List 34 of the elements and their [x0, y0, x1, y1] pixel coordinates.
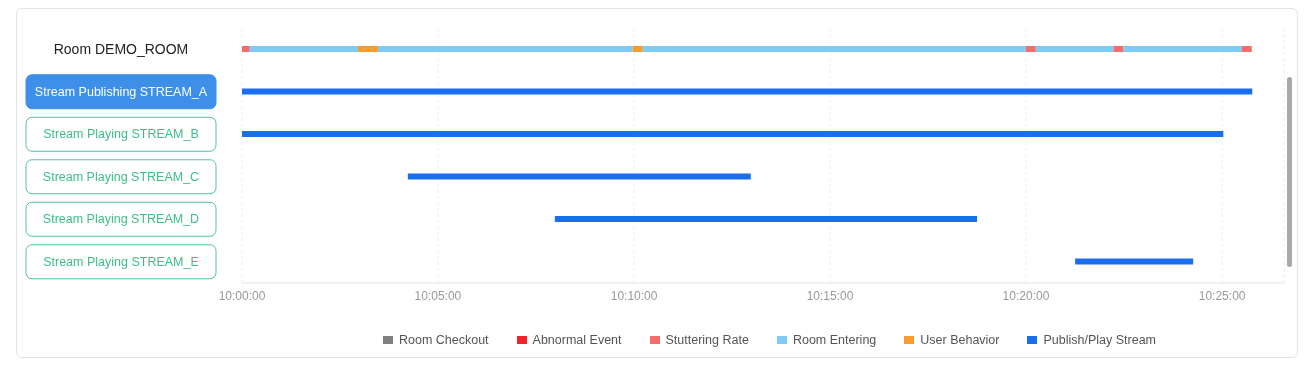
bar: [242, 88, 1253, 95]
bar: [1075, 258, 1194, 265]
y-tick-label: Stream Playing STREAM_E: [43, 254, 199, 269]
y-tick-label: Room DEMO_ROOM: [53, 41, 189, 58]
y-tick-label: Stream Publishing STREAM_A: [34, 84, 208, 99]
bar: [407, 173, 751, 180]
bar: [1123, 46, 1242, 52]
x-tick-label: 10:10:00: [610, 288, 658, 303]
bar: [632, 46, 643, 52]
bar: [554, 216, 978, 222]
legend-label: Room Entering: [791, 333, 877, 347]
bar: [1113, 46, 1124, 52]
y-tick-label: Stream Playing STREAM_D: [42, 212, 200, 227]
legend-label: Room Checkout: [397, 333, 489, 347]
bar: [242, 46, 250, 52]
x-tick-label: 10:25:00: [1198, 288, 1246, 303]
legend-label: Stuttering Rate: [664, 333, 749, 347]
bar: [1035, 46, 1114, 52]
y-tick-label: Stream Playing STREAM_B: [43, 127, 199, 142]
x-tick-label: 10:15:00: [806, 288, 854, 303]
legend-label: Publish/Play Stream: [1042, 333, 1157, 347]
bar: [642, 46, 1026, 52]
bar: [242, 131, 1224, 137]
x-tick-label: 10:00:00: [218, 288, 266, 303]
bar: [249, 46, 358, 52]
y-tick-label: Stream Playing STREAM_C: [42, 169, 200, 184]
legend-label: Abnormal Event: [531, 333, 622, 347]
bar: [1241, 46, 1252, 52]
bar: [377, 46, 633, 52]
bar: [1025, 46, 1036, 52]
bar: [357, 46, 378, 52]
legend-label: User Behavior: [919, 333, 1000, 347]
x-tick-label: 10:05:00: [414, 288, 462, 303]
x-tick-label: 10:20:00: [1002, 288, 1050, 303]
